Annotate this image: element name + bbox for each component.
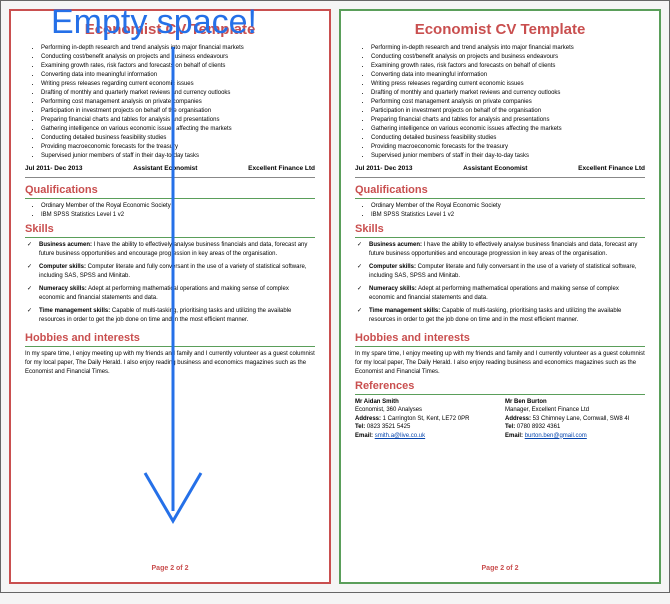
job-role: Assistant Economist	[463, 165, 527, 172]
cv-page-right: Economist CV Template Performing in-dept…	[339, 9, 661, 584]
job-row: Jul 2011- Dec 2013 Assistant Economist E…	[355, 165, 645, 174]
skill-item: Computer skills: Computer literate and f…	[369, 263, 645, 281]
duty-item: Providing macroeconomic forecasts for th…	[371, 143, 645, 152]
duty-item: Preparing financial charts and tables fo…	[371, 116, 645, 125]
cv-page-left: Economist CV Template Performing in-dept…	[9, 9, 331, 584]
accent-line	[355, 198, 645, 199]
accent-line	[355, 346, 645, 347]
accent-line	[25, 346, 315, 347]
duty-item: Gathering intelligence on various econom…	[41, 125, 315, 134]
skill-item: Time management skills: Capable of multi…	[369, 307, 645, 325]
section-skills: Skills	[25, 220, 315, 237]
section-hobbies: Hobbies and interests	[355, 329, 645, 346]
duty-item: Writing press releases regarding current…	[371, 80, 645, 89]
skills-list: Business acumen: I have the ability to e…	[355, 241, 645, 329]
duty-item: Conducting detailed business feasibility…	[371, 134, 645, 143]
comparison-container: Economist CV Template Performing in-dept…	[0, 0, 670, 593]
divider	[25, 177, 315, 178]
qualification-item: Ordinary Member of the Royal Economic So…	[371, 202, 645, 211]
duty-item: Performing in-depth research and trend a…	[371, 44, 645, 53]
duty-item: Gathering intelligence on various econom…	[371, 125, 645, 134]
duty-item: Conducting cost/benefit analysis on proj…	[41, 53, 315, 62]
reference-entry: Mr Ben BurtonManager, Excellent Finance …	[505, 398, 645, 440]
duty-item: Drafting of monthly and quarterly market…	[41, 89, 315, 98]
reference-entry: Mr Aidan SmithEconomist, 360 AnalysesAdd…	[355, 398, 495, 440]
skill-item: Time management skills: Capable of multi…	[39, 307, 315, 325]
duty-item: Conducting detailed business feasibility…	[41, 134, 315, 143]
duty-item: Performing in-depth research and trend a…	[41, 44, 315, 53]
skill-item: Numeracy skills: Adept at performing mat…	[39, 285, 315, 303]
page-footer: Page 2 of 2	[355, 559, 645, 572]
skill-item: Business acumen: I have the ability to e…	[369, 241, 645, 259]
qualification-item: IBM SPSS Statistics Level 1 v2	[41, 211, 315, 220]
duty-item: Writing press releases regarding current…	[41, 80, 315, 89]
skills-list: Business acumen: I have the ability to e…	[25, 241, 315, 329]
hobbies-text: In my spare time, I enjoy meeting up wit…	[25, 350, 315, 377]
job-row: Jul 2011- Dec 2013 Assistant Economist E…	[25, 165, 315, 174]
duty-item: Performing cost management analysis on p…	[371, 98, 645, 107]
duty-item: Conducting cost/benefit analysis on proj…	[371, 53, 645, 62]
section-qualifications: Qualifications	[25, 181, 315, 198]
qualification-item: IBM SPSS Statistics Level 1 v2	[371, 211, 645, 220]
job-dates: Jul 2011- Dec 2013	[25, 165, 82, 172]
skill-item: Business acumen: I have the ability to e…	[39, 241, 315, 259]
duty-item: Converting data into meaningful informat…	[371, 71, 645, 80]
duty-item: Supervised junior members of staff in th…	[41, 152, 315, 161]
job-role: Assistant Economist	[133, 165, 197, 172]
skill-item: Numeracy skills: Adept at performing mat…	[369, 285, 645, 303]
references-block: Mr Aidan SmithEconomist, 360 AnalysesAdd…	[355, 398, 645, 440]
page-footer: Page 2 of 2	[25, 559, 315, 572]
job-company: Excellent Finance Ltd	[248, 165, 315, 172]
duty-item: Drafting of monthly and quarterly market…	[371, 89, 645, 98]
duty-item: Examining growth rates, risk factors and…	[371, 62, 645, 71]
section-skills: Skills	[355, 220, 645, 237]
divider	[355, 177, 645, 178]
accent-line	[355, 237, 645, 238]
annotation-label: Empty space!	[51, 3, 257, 42]
job-dates: Jul 2011- Dec 2013	[355, 165, 412, 172]
duty-item: Performing cost management analysis on p…	[41, 98, 315, 107]
qualifications-list: Ordinary Member of the Royal Economic So…	[25, 202, 315, 220]
qualification-item: Ordinary Member of the Royal Economic So…	[41, 202, 315, 211]
duty-item: Participation in investment projects on …	[371, 107, 645, 116]
accent-line	[355, 394, 645, 395]
duty-item: Examining growth rates, risk factors and…	[41, 62, 315, 71]
duty-item: Converting data into meaningful informat…	[41, 71, 315, 80]
accent-line	[25, 237, 315, 238]
section-qualifications: Qualifications	[355, 181, 645, 198]
job-company: Excellent Finance Ltd	[578, 165, 645, 172]
accent-line	[25, 198, 315, 199]
hobbies-text: In my spare time, I enjoy meeting up wit…	[355, 350, 645, 377]
duty-item: Participation in investment projects on …	[41, 107, 315, 116]
duty-item: Preparing financial charts and tables fo…	[41, 116, 315, 125]
cv-title: Economist CV Template	[355, 21, 645, 38]
duties-list: Performing in-depth research and trend a…	[25, 44, 315, 161]
section-hobbies: Hobbies and interests	[25, 329, 315, 346]
skill-item: Computer skills: Computer literate and f…	[39, 263, 315, 281]
duty-item: Supervised junior members of staff in th…	[371, 152, 645, 161]
duty-item: Providing macroeconomic forecasts for th…	[41, 143, 315, 152]
duties-list: Performing in-depth research and trend a…	[355, 44, 645, 161]
qualifications-list: Ordinary Member of the Royal Economic So…	[355, 202, 645, 220]
section-references: References	[355, 377, 645, 394]
